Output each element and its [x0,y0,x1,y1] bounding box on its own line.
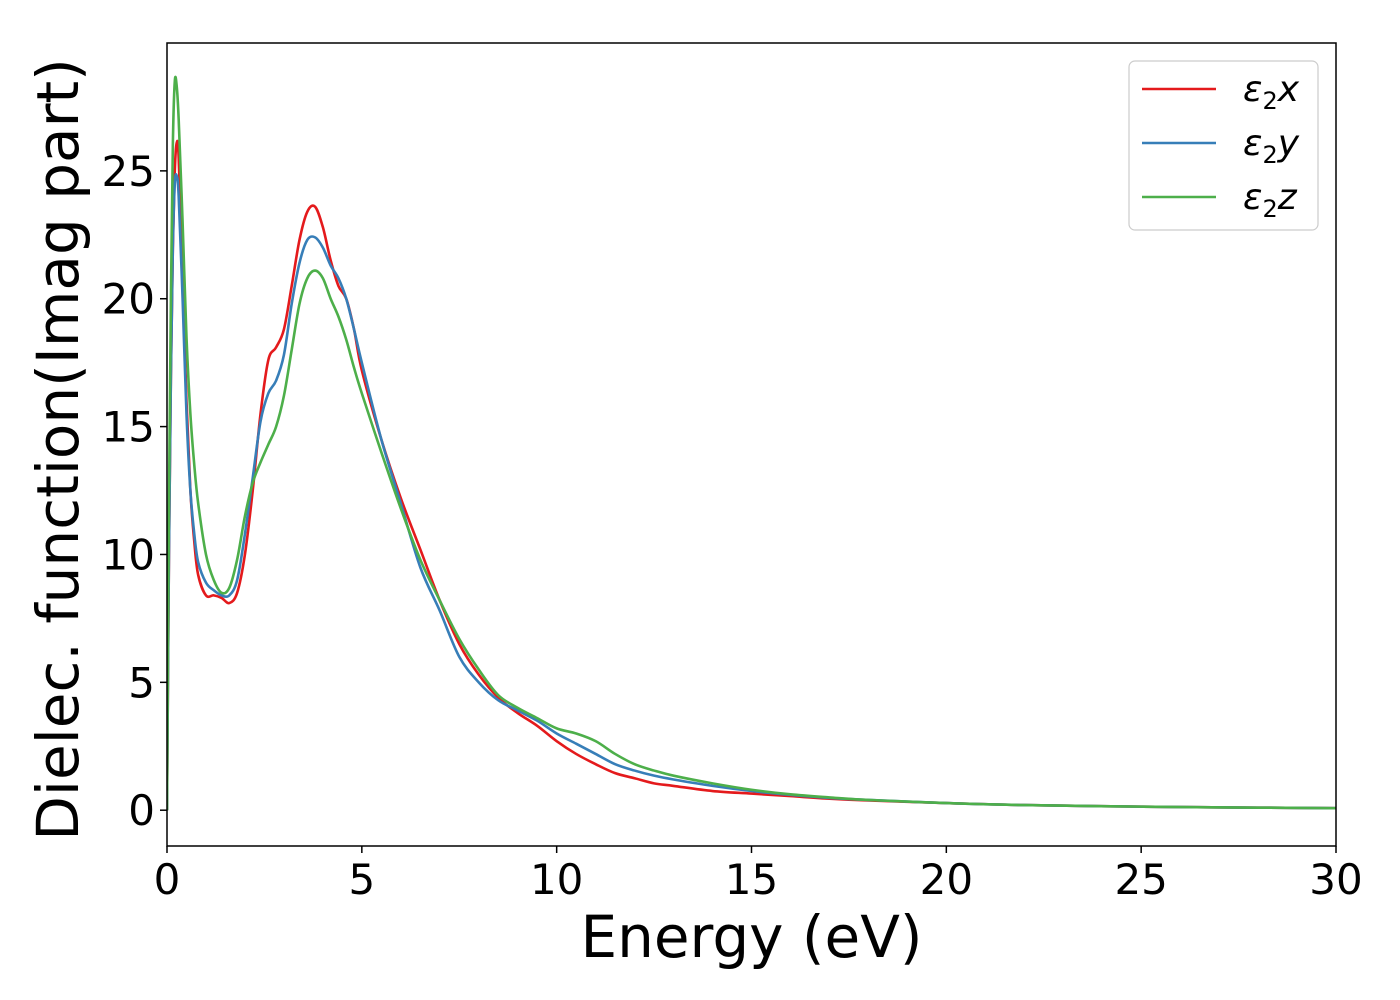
legend-frame [1128,60,1319,231]
x-tick-label: 25 [1114,855,1167,904]
x-axis: 0 5 10 15 20 25 30 [154,846,1363,904]
y-tick-label: 0 [128,786,155,835]
series-layer [167,75,1336,811]
y-axis: 0 5 10 15 20 25 [102,147,167,835]
y-tick-label: 10 [102,530,155,579]
legend-label-z: ε2z [1243,177,1298,223]
legend-label-variable: y [1277,123,1300,164]
legend-label-base: ε [1243,123,1262,164]
x-axis-title: Energy (eV) [580,903,922,971]
y-tick-label: 20 [102,275,155,324]
x-tick-label: 10 [530,855,583,904]
legend-label-base: ε [1243,69,1262,110]
y-tick-label: 5 [128,658,155,707]
series-line-y [167,173,1336,811]
y-axis-title: Dielec. function(Imag part) [24,58,92,841]
legend-label-variable: z [1277,177,1298,218]
legend-label-subscript: 2 [1262,141,1277,169]
legend-label-y: ε2y [1243,123,1300,169]
y-tick-label: 15 [102,403,155,452]
legend-label-x: ε2x [1243,69,1300,115]
legend-label-variable: x [1277,69,1300,110]
series-line-x [167,139,1336,811]
legend-label-subscript: 2 [1262,87,1277,115]
x-tick-label: 5 [348,855,375,904]
series-line-z [167,75,1336,811]
legend-label-base: ε [1243,177,1262,218]
x-tick-label: 30 [1309,855,1362,904]
x-tick-label: 20 [920,855,973,904]
legend-label-subscript: 2 [1262,195,1277,223]
y-tick-label: 25 [102,147,155,196]
x-tick-label: 15 [725,855,778,904]
x-tick-label: 0 [154,855,181,904]
